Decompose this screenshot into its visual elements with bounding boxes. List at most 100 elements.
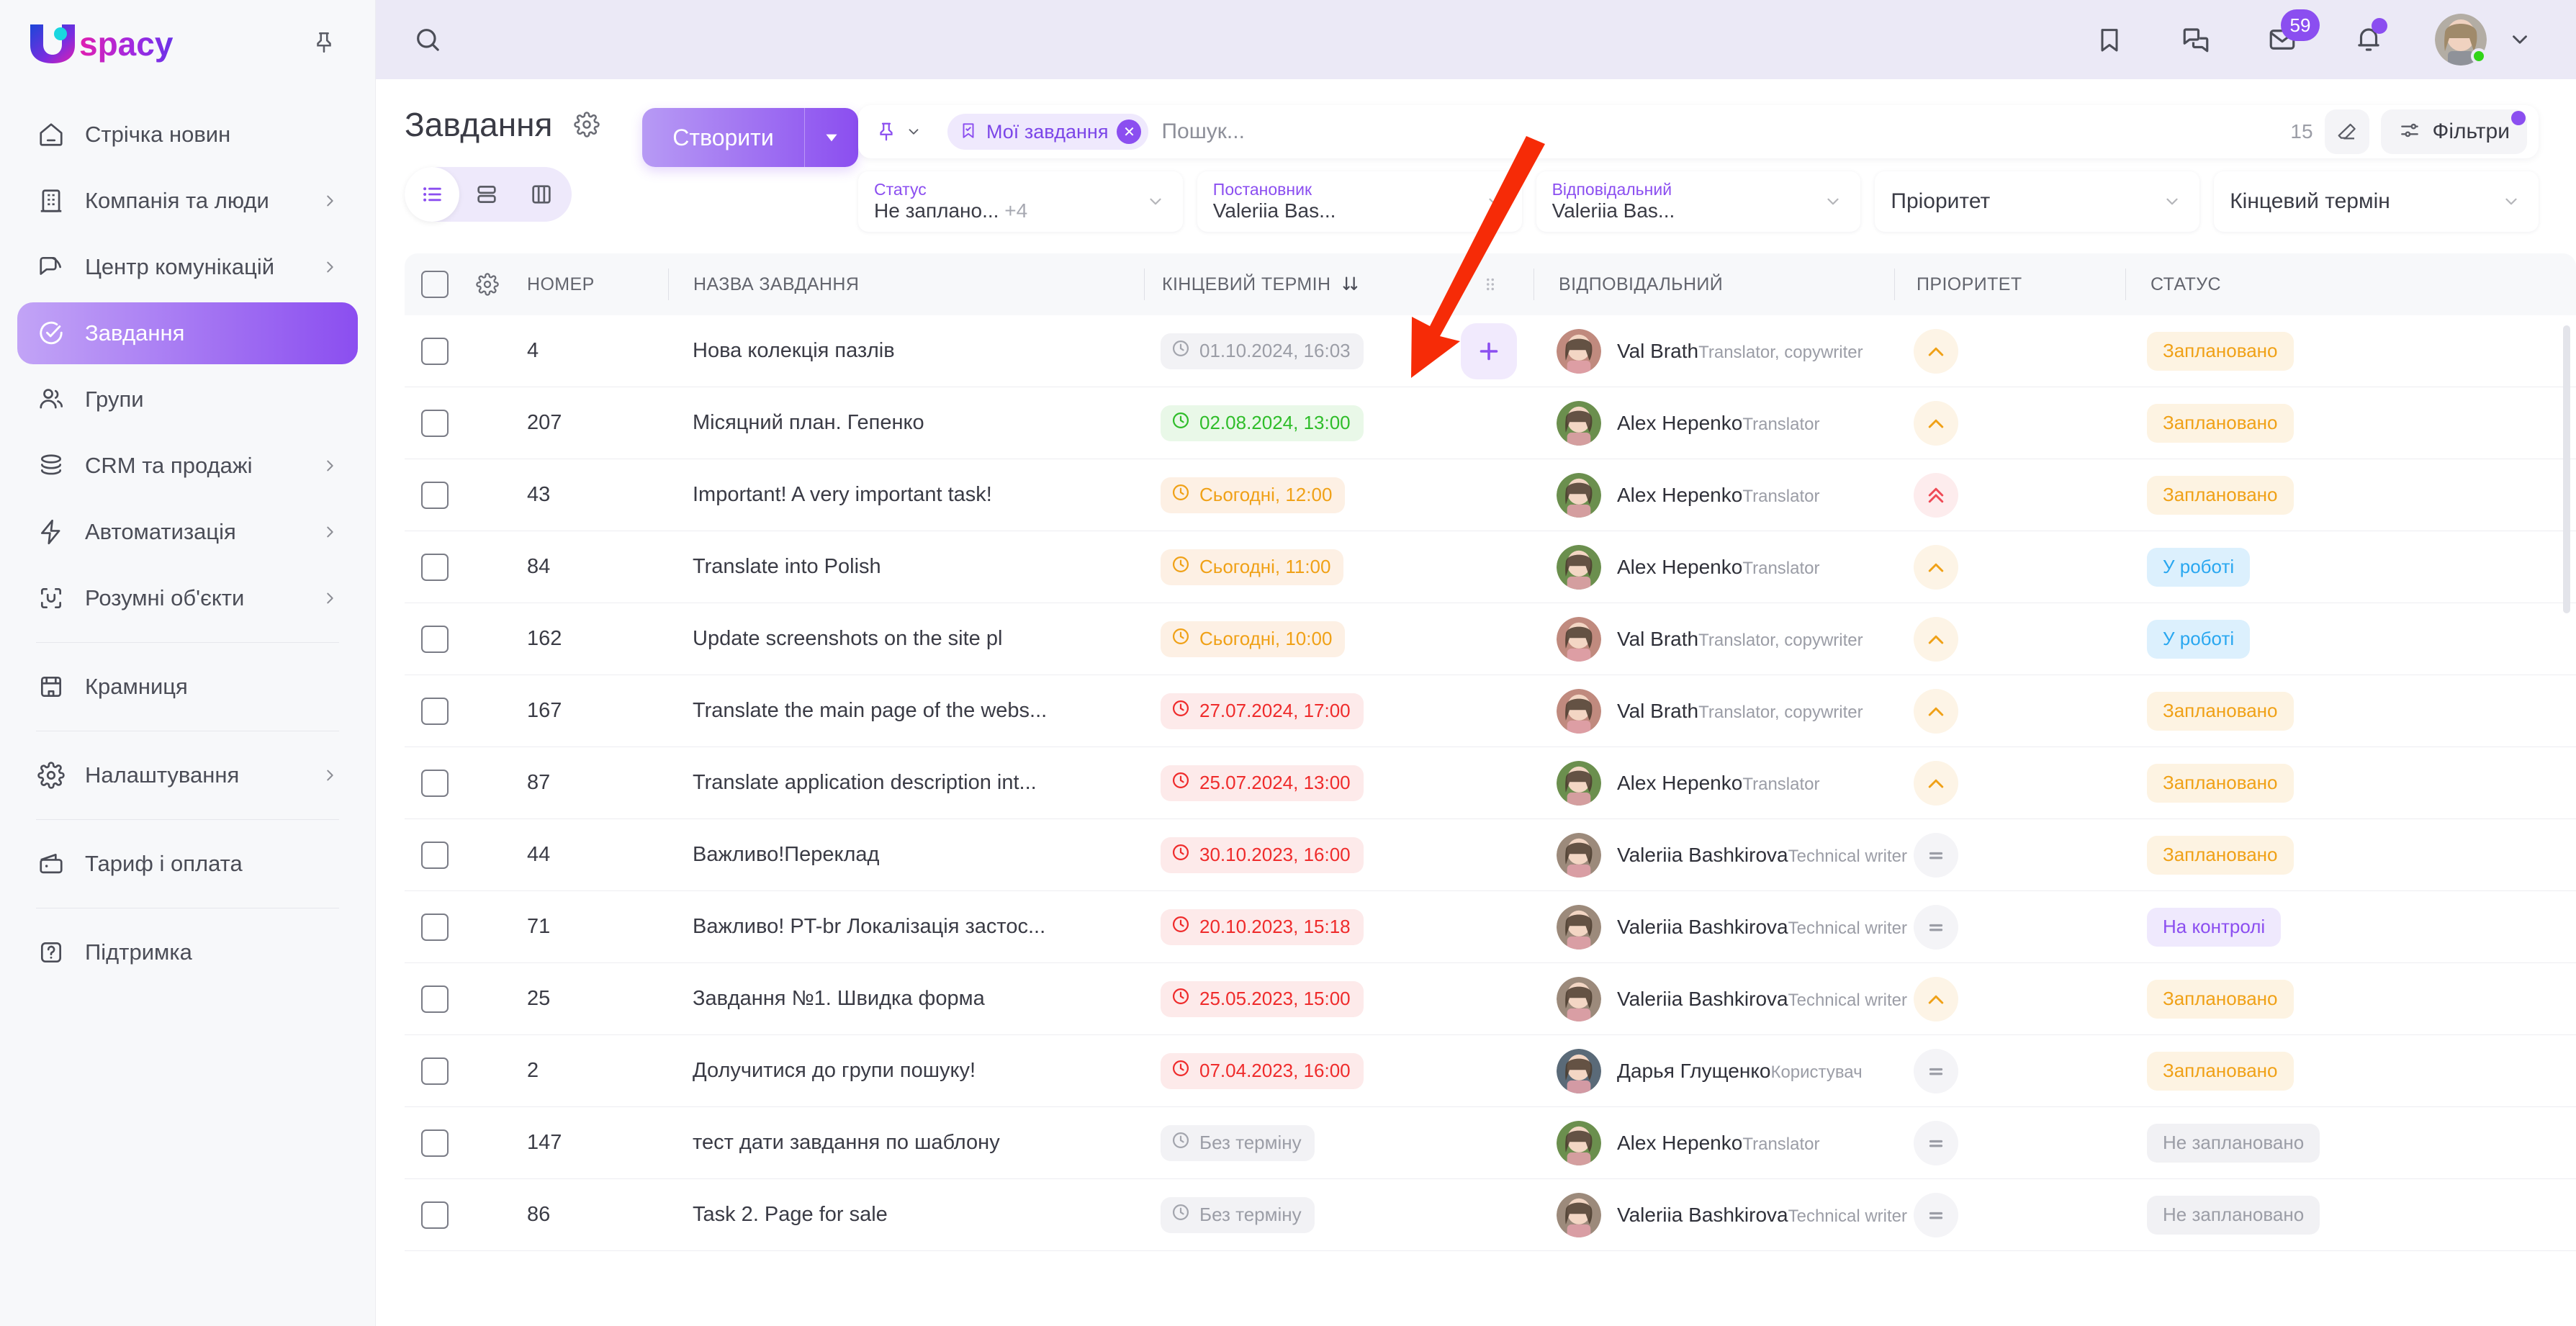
table-row[interactable]: 147 тест дати завдання по шаблону Без терм… bbox=[405, 1107, 2576, 1179]
table-row[interactable]: 44 Важливо!Переклад 30.10.2023, 16:00 Valer… bbox=[405, 819, 2576, 891]
chevron-down-icon[interactable] bbox=[2500, 190, 2523, 213]
column-header-deadline[interactable]: КІНЦЕВИЙ ТЕРМІН bbox=[1145, 253, 1447, 315]
task-name[interactable]: Важливо!Переклад bbox=[693, 843, 880, 866]
checkbox-icon[interactable] bbox=[421, 409, 449, 437]
task-priority-icon[interactable] bbox=[1914, 1048, 1958, 1093]
sidebar-item-tasks[interactable]: Завдання bbox=[17, 302, 358, 364]
task-status-badge[interactable]: Заплановано bbox=[2147, 979, 2294, 1019]
task-status-badge[interactable]: Заплановано bbox=[2147, 475, 2294, 515]
sidebar-item-news-feed[interactable]: Стрічка новин bbox=[17, 104, 358, 166]
filter-priority[interactable]: Пріоритет bbox=[1875, 171, 2200, 232]
filters-button[interactable]: Фільтри bbox=[2380, 109, 2527, 154]
chevron-down-icon[interactable] bbox=[1144, 190, 1167, 213]
task-priority-icon[interactable] bbox=[1914, 976, 1958, 1021]
sidebar-item-company-people[interactable]: Компанія та люди bbox=[17, 170, 358, 232]
table-row[interactable]: 167 Translate the main page of the webs..… bbox=[405, 675, 2576, 747]
checkbox-icon[interactable] bbox=[421, 769, 449, 797]
column-header-status[interactable]: СТАТУС bbox=[2151, 274, 2221, 294]
task-name[interactable]: Нова колекція пазлів bbox=[693, 339, 895, 362]
row-checkbox[interactable] bbox=[405, 459, 465, 531]
row-checkbox[interactable] bbox=[405, 315, 465, 387]
sidebar-item-crm-sales[interactable]: CRM та продажі bbox=[17, 435, 358, 497]
task-priority-icon[interactable] bbox=[1914, 400, 1958, 446]
row-checkbox[interactable] bbox=[405, 675, 465, 747]
task-deadline[interactable]: Сьогодні, 11:00 bbox=[1161, 549, 1344, 585]
task-name[interactable]: Завдання №1. Швидка форма bbox=[693, 987, 985, 1010]
task-status-badge[interactable]: Заплановано bbox=[2147, 835, 2294, 875]
checkbox-icon[interactable] bbox=[421, 337, 449, 365]
column-header-assignee[interactable]: ВІДПОВІДАЛЬНИЙ bbox=[1559, 274, 1724, 294]
task-deadline[interactable]: Сьогодні, 12:00 bbox=[1161, 477, 1346, 513]
sort-desc-icon[interactable] bbox=[1341, 274, 1361, 294]
task-deadline[interactable]: 25.07.2024, 13:00 bbox=[1161, 765, 1364, 801]
task-name[interactable]: Translate the main page of the webs... bbox=[693, 699, 1048, 722]
sidebar-item-communication-center[interactable]: Центр комунікацій bbox=[17, 236, 358, 298]
task-priority-icon[interactable] bbox=[1914, 688, 1958, 734]
task-priority-icon[interactable] bbox=[1914, 328, 1958, 374]
task-name[interactable]: Долучитися до групи пошуку! bbox=[693, 1059, 976, 1082]
sidebar-item-support[interactable]: Підтримка bbox=[17, 921, 358, 983]
task-status-badge[interactable]: Заплановано bbox=[2147, 331, 2294, 371]
task-name[interactable]: Translate application description int... bbox=[693, 771, 1037, 794]
table-row[interactable]: 84 Translate into Polish Сьогодні, 11:00 Al… bbox=[405, 531, 2576, 603]
bookmark-icon[interactable] bbox=[2089, 19, 2130, 60]
chip-remove-close-icon[interactable]: ✕ bbox=[1117, 119, 1142, 144]
row-checkbox[interactable] bbox=[405, 1035, 465, 1106]
checkbox-icon[interactable] bbox=[421, 697, 449, 725]
task-deadline[interactable]: Без терміну bbox=[1161, 1196, 1315, 1233]
task-status-badge[interactable]: У роботі bbox=[2147, 547, 2251, 587]
table-row[interactable]: 71 Важливо! PT-br Локалізація застос... 20… bbox=[405, 891, 2576, 963]
task-name[interactable]: Важливо! PT-br Локалізація застос... bbox=[693, 915, 1046, 938]
task-name[interactable]: Місяцний план. Гепенко bbox=[693, 411, 924, 434]
select-all-checkbox[interactable] bbox=[405, 253, 465, 315]
table-row[interactable]: 2 Долучитися до групи пошуку! 07.04.2023, … bbox=[405, 1035, 2576, 1107]
checkbox-icon[interactable] bbox=[421, 1201, 449, 1229]
chats-icon[interactable] bbox=[2176, 19, 2216, 60]
task-deadline[interactable]: 25.05.2023, 15:00 bbox=[1161, 980, 1364, 1017]
row-checkbox[interactable] bbox=[405, 1107, 465, 1178]
create-task-button[interactable]: Створити bbox=[642, 108, 858, 167]
add-subtask-plus-icon[interactable] bbox=[1461, 323, 1517, 379]
row-checkbox[interactable] bbox=[405, 531, 465, 603]
checkbox-icon[interactable] bbox=[421, 1129, 449, 1157]
task-deadline[interactable]: 27.07.2024, 17:00 bbox=[1161, 693, 1364, 729]
task-status-badge[interactable]: Заплановано bbox=[2147, 403, 2294, 443]
view-kanban-button[interactable] bbox=[514, 167, 569, 222]
sidebar-item-automation[interactable]: Автоматизація bbox=[17, 501, 358, 563]
search-input[interactable] bbox=[1148, 119, 2279, 144]
task-deadline[interactable]: 30.10.2023, 16:00 bbox=[1161, 836, 1364, 873]
task-name[interactable]: Translate into Polish bbox=[693, 555, 881, 578]
filter-status[interactable]: Статус Не заплано... +4 bbox=[858, 171, 1183, 232]
task-assignee[interactable]: Alex HepenkoTranslator bbox=[1557, 1120, 1820, 1165]
column-header-task-name[interactable]: НАЗВА ЗАВДАННЯ bbox=[693, 274, 860, 294]
checkbox-icon[interactable] bbox=[421, 553, 449, 581]
task-assignee[interactable]: Valeriia BashkirovaTechnical writer bbox=[1557, 976, 1907, 1021]
task-priority-icon[interactable] bbox=[1914, 544, 1958, 590]
task-name[interactable]: Task 2. Page for sale bbox=[693, 1203, 888, 1226]
task-assignee[interactable]: Val BrathTranslator, copywriter bbox=[1557, 616, 1863, 662]
pin-sidebar-icon[interactable] bbox=[307, 26, 341, 59]
sidebar-item-plan-billing[interactable]: Тариф і оплата bbox=[17, 833, 358, 895]
task-assignee[interactable]: Alex HepenkoTranslator bbox=[1557, 760, 1820, 806]
task-priority-icon[interactable] bbox=[1914, 760, 1958, 806]
table-row[interactable]: 43 Important! A very important task! Сього… bbox=[405, 459, 2576, 531]
checkbox-icon[interactable] bbox=[421, 841, 449, 869]
table-scrollbar[interactable] bbox=[2563, 325, 2570, 613]
task-priority-icon[interactable] bbox=[1914, 1120, 1958, 1165]
task-assignee[interactable]: Valeriia BashkirovaTechnical writer bbox=[1557, 1192, 1907, 1237]
mail-icon[interactable]: 59 bbox=[2262, 9, 2320, 60]
task-assignee[interactable]: Valeriia BashkirovaTechnical writer bbox=[1557, 832, 1907, 878]
task-status-badge[interactable]: У роботі bbox=[2147, 619, 2251, 659]
create-caret-down-icon[interactable] bbox=[805, 108, 858, 167]
checkbox-icon[interactable] bbox=[421, 913, 449, 941]
sidebar-item-store[interactable]: Крамниця bbox=[17, 656, 358, 718]
column-settings-gear-icon[interactable] bbox=[465, 253, 510, 315]
task-status-badge[interactable]: Заплановано bbox=[2147, 763, 2294, 803]
task-name[interactable]: Update screenshots on the site pl bbox=[693, 627, 1003, 650]
task-status-badge[interactable]: Заплановано bbox=[2147, 691, 2294, 731]
global-search-icon[interactable] bbox=[405, 17, 451, 63]
row-checkbox[interactable] bbox=[405, 387, 465, 459]
filter-creator[interactable]: Постановник Valeriia Bas... bbox=[1197, 171, 1522, 232]
task-deadline[interactable]: Без терміну bbox=[1161, 1124, 1315, 1161]
task-priority-icon[interactable] bbox=[1914, 472, 1958, 518]
